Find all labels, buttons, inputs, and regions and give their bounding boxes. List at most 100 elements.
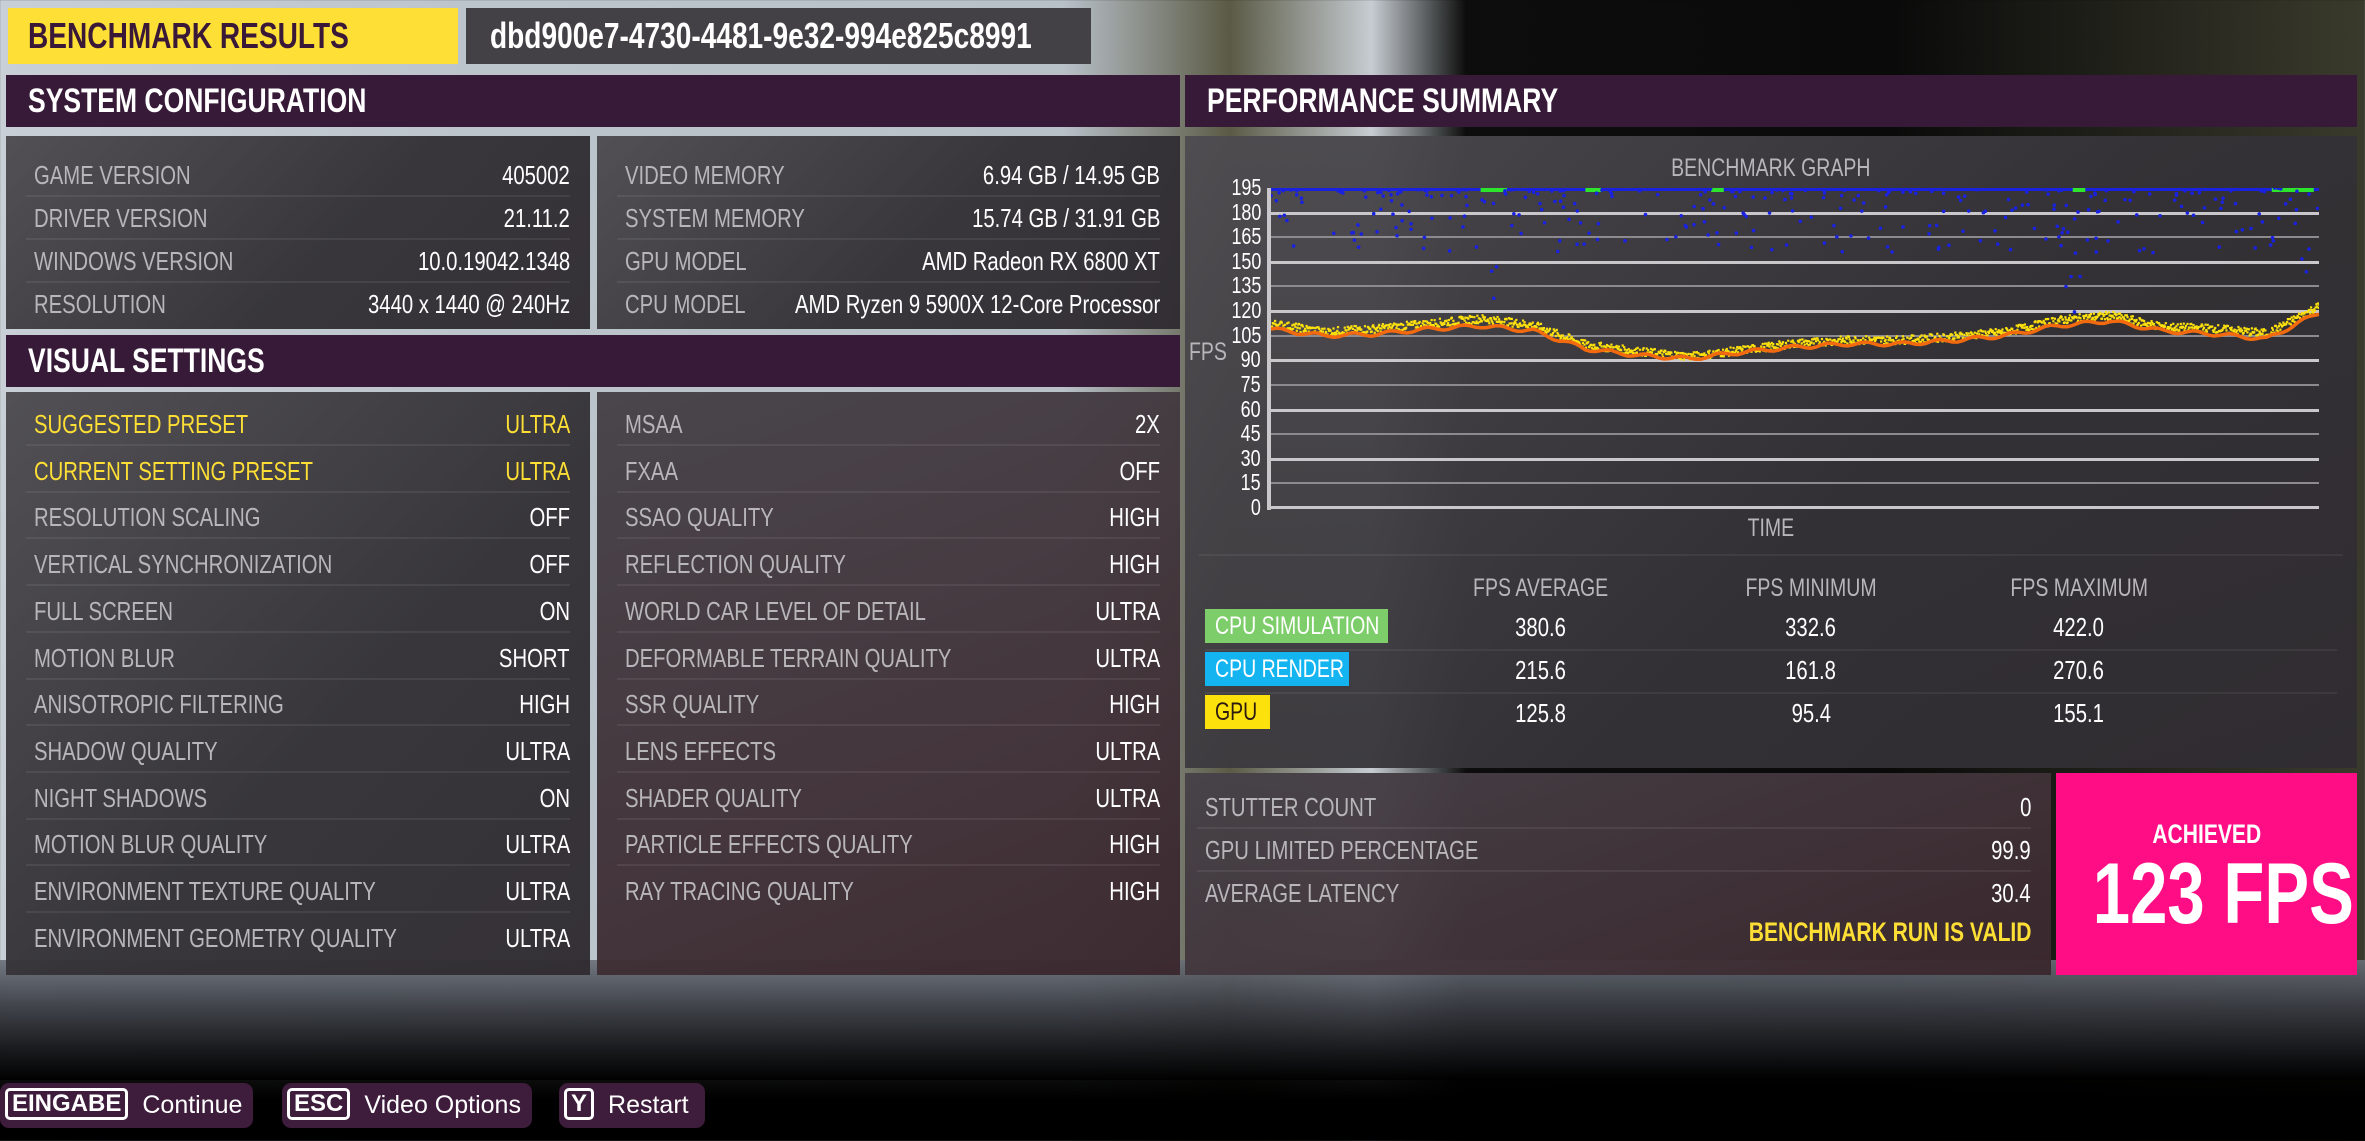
- stat-value: 332.6: [1691, 612, 1931, 643]
- stat-value: 380.6: [1421, 612, 1661, 643]
- setting-value: 3440 x 1440 @ 240Hz: [367, 289, 570, 319]
- setting-value: OFF: [1119, 455, 1160, 486]
- y-tick-label: 150: [1231, 247, 1261, 274]
- benchmark-graph-plot: [1271, 188, 2319, 362]
- setting-row: SHADOW QUALITY ULTRA: [26, 730, 570, 773]
- setting-label: REFLECTION QUALITY: [625, 549, 846, 580]
- setting-row: SYSTEM MEMORY 15.74 GB / 31.91 GB: [617, 197, 1160, 240]
- setting-label: WINDOWS VERSION: [34, 246, 234, 276]
- setting-label: SUGGESTED PRESET: [34, 409, 249, 439]
- metric-value: 30.4: [1991, 878, 2031, 908]
- setting-row: MSAA 2X: [617, 403, 1160, 446]
- setting-label: VIDEO MEMORY: [625, 160, 785, 190]
- stat-value: 155.1: [1959, 698, 2199, 729]
- title-text: BENCHMARK RESULTS: [28, 15, 349, 56]
- setting-row: SSAO QUALITY HIGH: [617, 496, 1160, 540]
- gridline: [1271, 433, 2319, 436]
- y-tick-label: 135: [1231, 272, 1261, 299]
- column-header: FPS AVERAGE: [1421, 574, 1661, 603]
- stat-value-text: 215.6: [1515, 655, 1567, 685]
- setting-value: ON: [539, 782, 570, 813]
- continue-button[interactable]: EINGABE Continue: [0, 1083, 253, 1128]
- achieved-label: ACHIEVED: [2056, 819, 2357, 850]
- setting-value: 405002: [502, 160, 570, 190]
- gridline: [1271, 457, 2319, 461]
- gridline: [1271, 310, 2319, 314]
- setting-label: FXAA: [625, 455, 678, 486]
- setting-label: NIGHT SHADOWS: [34, 782, 208, 813]
- legend-label: GPU: [1215, 698, 1258, 726]
- setting-row: NIGHT SHADOWS ON: [26, 777, 570, 820]
- setting-row: WORLD CAR LEVEL OF DETAIL ULTRA: [617, 590, 1160, 633]
- setting-value: HIGH: [1109, 689, 1160, 720]
- column-header: FPS MAXIMUM: [1959, 574, 2199, 603]
- system-config-right-panel: VIDEO MEMORY 6.94 GB / 14.95 GB SYSTEM MEM…: [597, 136, 1180, 329]
- setting-label: SHADER QUALITY: [625, 782, 802, 813]
- stat-value: 161.8: [1691, 655, 1931, 686]
- setting-row: ANISOTROPIC FILTERING HIGH: [26, 683, 570, 727]
- row-divider: [1205, 649, 2337, 651]
- system-configuration-header: SYSTEM CONFIGURATION: [6, 75, 1180, 127]
- achieved-value: 123 FPS: [2056, 849, 2357, 939]
- setting-value: HIGH: [519, 689, 570, 720]
- setting-label: GPU MODEL: [625, 246, 747, 276]
- metric-label: GPU LIMITED PERCENTAGE: [1205, 835, 1479, 865]
- y-tick-label: 195: [1231, 174, 1261, 200]
- performance-summary-header: PERFORMANCE SUMMARY: [1185, 75, 2357, 127]
- setting-row: DRIVER VERSION 21.11.2: [26, 197, 570, 240]
- setting-value: ULTRA: [505, 922, 570, 953]
- setting-row: MOTION BLUR QUALITY ULTRA: [26, 823, 570, 867]
- setting-row: CPU MODEL AMD Ryzen 9 5900X 12-Core Proce…: [617, 283, 1160, 326]
- column-header: FPS MINIMUM: [1691, 574, 1931, 603]
- metric-label: STUTTER COUNT: [1205, 792, 1377, 822]
- setting-row: ENVIRONMENT GEOMETRY QUALITY ULTRA: [26, 917, 570, 960]
- legend-badge: CPU RENDER: [1205, 652, 1349, 686]
- graph-title-text: BENCHMARK GRAPH: [1671, 154, 1871, 182]
- setting-label: RAY TRACING QUALITY: [625, 876, 854, 906]
- setting-row: RAY TRACING QUALITY HIGH: [617, 870, 1160, 913]
- setting-value: ULTRA: [1095, 595, 1160, 626]
- stat-value: 215.6: [1421, 655, 1661, 686]
- setting-value: HIGH: [1109, 502, 1160, 533]
- legend-label: CPU SIMULATION: [1215, 612, 1380, 640]
- setting-label: MOTION BLUR QUALITY: [34, 829, 268, 860]
- setting-label: DEFORMABLE TERRAIN QUALITY: [625, 642, 952, 673]
- achieved-fps-box: ACHIEVED 123 FPS: [2056, 773, 2357, 975]
- setting-value: 6.94 GB / 14.95 GB: [983, 160, 1160, 190]
- setting-row: FXAA OFF: [617, 450, 1160, 493]
- setting-row: WINDOWS VERSION 10.0.19042.1348: [26, 240, 570, 283]
- divider: [1199, 554, 2343, 556]
- y-tick-label: 120: [1231, 297, 1261, 324]
- setting-label: MSAA: [625, 409, 683, 439]
- validity-text: BENCHMARK RUN IS VALID: [1748, 917, 2031, 947]
- setting-label: SYSTEM MEMORY: [625, 203, 805, 233]
- setting-value: ULTRA: [1095, 735, 1160, 766]
- setting-label: RESOLUTION: [34, 289, 166, 319]
- setting-label: WORLD CAR LEVEL OF DETAIL: [625, 595, 926, 626]
- setting-label: RESOLUTION SCALING: [34, 502, 261, 533]
- setting-value: 21.11.2: [503, 203, 570, 233]
- restart-button[interactable]: Y Restart: [559, 1083, 705, 1128]
- setting-value: 10.0.19042.1348: [417, 246, 570, 276]
- restart-label: Restart: [608, 1091, 689, 1119]
- setting-value: ULTRA: [505, 829, 570, 860]
- section-title: SYSTEM CONFIGURATION: [28, 82, 367, 120]
- video-options-button[interactable]: ESC Video Options: [282, 1083, 532, 1128]
- section-title: VISUAL SETTINGS: [28, 342, 265, 380]
- setting-row: VERTICAL SYNCHRONIZATION OFF: [26, 543, 570, 587]
- gridline: [1271, 236, 2319, 239]
- setting-row: SUGGESTED PRESET ULTRA: [26, 403, 570, 446]
- gridline: [1271, 260, 2319, 264]
- setting-label: PARTICLE EFFECTS QUALITY: [625, 829, 913, 860]
- setting-label: ENVIRONMENT TEXTURE QUALITY: [34, 876, 376, 906]
- setting-label: SSR QUALITY: [625, 689, 760, 720]
- performance-graph-panel: BENCHMARK GRAPH FPS TIME 0 15 30 45 60 75 90 10…: [1185, 136, 2357, 768]
- gridline: [1271, 334, 2319, 337]
- stat-value-text: 161.8: [1785, 655, 1837, 685]
- setting-label: SHADOW QUALITY: [34, 735, 218, 766]
- y-tick-label: 60: [1241, 395, 1261, 422]
- gridline: [1271, 211, 2319, 215]
- stat-value-text: 332.6: [1785, 612, 1837, 642]
- gridline: [1271, 482, 2319, 485]
- setting-row: GAME VERSION 405002: [26, 154, 570, 197]
